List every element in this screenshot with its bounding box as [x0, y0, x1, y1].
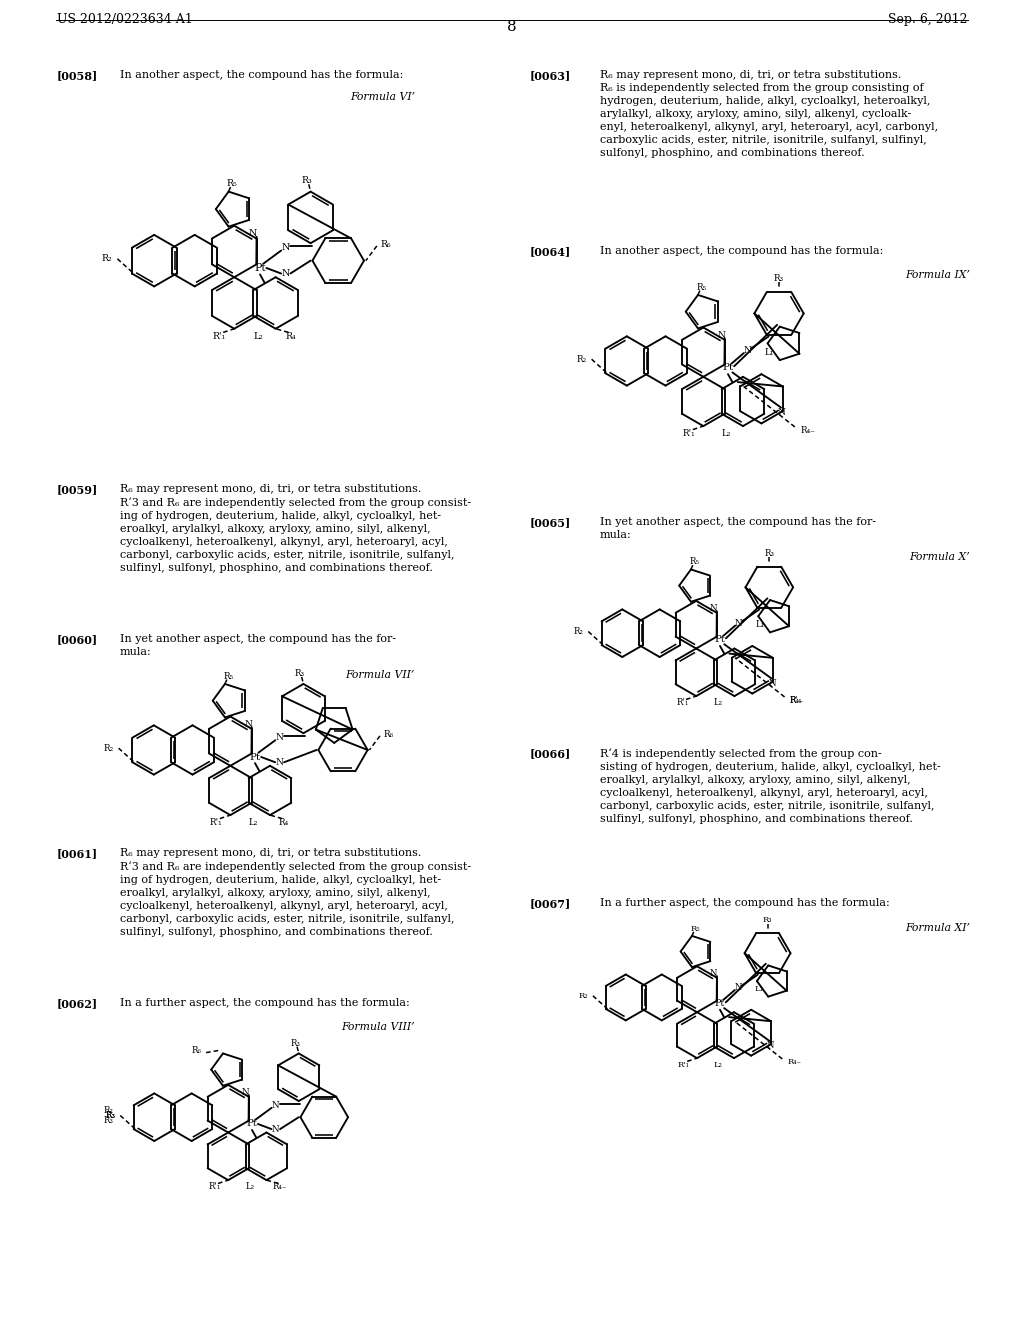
Text: R₄: R₄ — [279, 817, 289, 826]
Text: R₄₋: R₄₋ — [272, 1183, 288, 1192]
Text: In a further aspect, the compound has the formula:: In a further aspect, the compound has th… — [600, 898, 890, 908]
Text: [0062]: [0062] — [57, 998, 98, 1008]
Text: R₃: R₃ — [301, 176, 312, 185]
Text: R₅: R₅ — [223, 672, 233, 681]
Text: R₄: R₄ — [285, 331, 296, 341]
Text: R₃: R₃ — [763, 916, 772, 924]
Text: [0065]: [0065] — [530, 517, 571, 528]
Text: R₃: R₃ — [105, 1111, 115, 1119]
Text: [0059]: [0059] — [57, 484, 98, 495]
Text: Formula XI’: Formula XI’ — [905, 923, 970, 933]
Text: Pt: Pt — [715, 999, 725, 1008]
Text: L₁: L₁ — [756, 620, 765, 630]
Text: N: N — [282, 269, 290, 279]
Text: R'₁: R'₁ — [209, 1183, 221, 1192]
Text: Sep. 6, 2012: Sep. 6, 2012 — [888, 13, 967, 26]
Text: Formula VI’: Formula VI’ — [350, 92, 415, 102]
Text: Formula X’: Formula X’ — [909, 552, 970, 562]
Text: N: N — [244, 719, 252, 729]
Text: Formula VIII’: Formula VIII’ — [341, 1022, 415, 1032]
Text: N: N — [717, 331, 725, 341]
Text: R'₁: R'₁ — [683, 429, 695, 438]
Text: R₅: R₅ — [690, 924, 700, 932]
Text: L₂: L₂ — [249, 817, 258, 826]
Text: Pt: Pt — [247, 1119, 257, 1129]
Text: 8: 8 — [507, 20, 517, 34]
Text: R₂: R₂ — [103, 743, 114, 752]
Text: L₂: L₂ — [714, 1061, 723, 1069]
Text: [0067]: [0067] — [530, 898, 571, 909]
Text: R₆ may represent mono, di, tri, or tetra substitutions.
R₆ is independently sele: R₆ may represent mono, di, tri, or tetra… — [600, 70, 938, 158]
Text: US 2012/0223634 A1: US 2012/0223634 A1 — [57, 13, 193, 26]
Text: L₁: L₁ — [755, 985, 763, 993]
Text: Pt: Pt — [715, 635, 725, 644]
Text: Formula IX’: Formula IX’ — [905, 271, 970, 280]
Text: N: N — [242, 1088, 249, 1097]
Text: R₅: R₅ — [696, 282, 707, 292]
Text: N: N — [275, 733, 284, 742]
Text: R₄₋: R₄₋ — [787, 1059, 801, 1067]
Text: R₄₋: R₄₋ — [790, 696, 804, 705]
Text: R₆: R₆ — [381, 240, 391, 248]
Text: [0064]: [0064] — [530, 246, 571, 257]
Text: N: N — [710, 969, 718, 978]
Text: R‘4 is independently selected from the group con-
sisting of hydrogen, deuterium: R‘4 is independently selected from the g… — [600, 748, 941, 824]
Text: R₂: R₂ — [577, 355, 587, 364]
Text: In another aspect, the compound has the formula:: In another aspect, the compound has the … — [600, 246, 884, 256]
Text: In yet another aspect, the compound has the for-
mula:: In yet another aspect, the compound has … — [120, 634, 396, 657]
Text: Pt: Pt — [250, 752, 260, 762]
Text: R₃: R₃ — [774, 273, 784, 282]
Text: R₅: R₅ — [689, 557, 699, 566]
Text: R₃: R₃ — [291, 1039, 300, 1048]
Text: R₃: R₃ — [764, 549, 774, 558]
Text: N: N — [768, 678, 776, 688]
Text: N: N — [778, 408, 785, 417]
Text: R'₁: R'₁ — [677, 698, 689, 708]
Text: [0066]: [0066] — [530, 748, 571, 759]
Text: Pt: Pt — [723, 363, 733, 372]
Text: R₄₋: R₄₋ — [800, 426, 815, 436]
Text: Pt: Pt — [254, 263, 266, 273]
Text: N: N — [735, 619, 742, 627]
Text: L₂: L₂ — [722, 429, 731, 438]
Text: In a further aspect, the compound has the formula:: In a further aspect, the compound has th… — [120, 998, 410, 1008]
Text: N: N — [282, 243, 290, 252]
Text: R₃: R₃ — [295, 669, 305, 678]
Text: In yet another aspect, the compound has the for-
mula:: In yet another aspect, the compound has … — [600, 517, 877, 540]
Text: R₂: R₂ — [573, 627, 583, 636]
Text: R'₁: R'₁ — [213, 331, 226, 341]
Text: R₂: R₂ — [101, 255, 112, 263]
Text: L₂: L₂ — [714, 698, 723, 708]
Text: R₆: R₆ — [191, 1047, 201, 1056]
Text: R₃: R₃ — [103, 1117, 114, 1125]
Text: N: N — [275, 758, 284, 767]
Text: L₂: L₂ — [253, 331, 263, 341]
Text: N: N — [767, 1041, 774, 1051]
Text: N: N — [249, 230, 257, 239]
Text: N: N — [710, 605, 717, 612]
Text: R₂: R₂ — [103, 1106, 114, 1115]
Text: N: N — [272, 1101, 280, 1110]
Text: In another aspect, the compound has the formula:: In another aspect, the compound has the … — [120, 70, 403, 81]
Text: [0063]: [0063] — [530, 70, 571, 81]
Text: R₂: R₂ — [579, 991, 588, 999]
Text: [0061]: [0061] — [57, 847, 98, 859]
Text: R₃: R₃ — [105, 1111, 115, 1119]
Text: Formula VII’: Formula VII’ — [346, 671, 415, 680]
Text: R'₁: R'₁ — [210, 817, 222, 826]
Text: L₂: L₂ — [246, 1183, 255, 1192]
Text: R₅: R₅ — [227, 178, 238, 187]
Text: R₆: R₆ — [383, 730, 393, 739]
Text: [0058]: [0058] — [57, 70, 98, 81]
Text: R'₄: R'₄ — [790, 696, 802, 705]
Text: R'₁: R'₁ — [678, 1061, 690, 1069]
Text: N: N — [272, 1125, 280, 1134]
Text: N: N — [743, 346, 752, 355]
Text: L₁: L₁ — [765, 347, 774, 356]
Text: R₆ may represent mono, di, tri, or tetra substitutions.
R‘3 and R₆ are independe: R₆ may represent mono, di, tri, or tetra… — [120, 847, 471, 937]
Text: N: N — [734, 983, 741, 993]
Text: [0060]: [0060] — [57, 634, 98, 645]
Text: R₆ may represent mono, di, tri, or tetra substitutions.
R‘3 and R₆ are independe: R₆ may represent mono, di, tri, or tetra… — [120, 484, 471, 573]
